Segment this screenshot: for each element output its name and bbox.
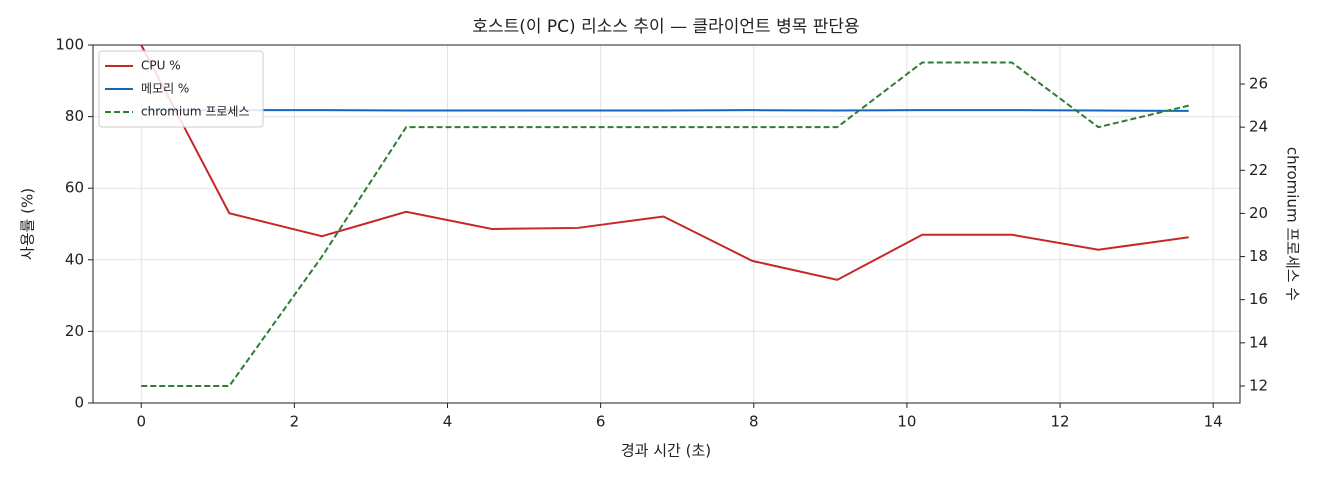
x-tick-label: 0	[136, 413, 146, 431]
legend-label: chromium 프로세스	[141, 105, 250, 119]
series-line	[141, 61, 1189, 387]
series-line	[140, 44, 1189, 281]
series-line	[141, 109, 1189, 112]
y-tick-label: 80	[65, 107, 84, 125]
y-tick-label: 20	[65, 322, 84, 340]
x-tick-label: 2	[290, 413, 300, 431]
y-tick-label: 60	[65, 179, 84, 197]
x-tick-label: 10	[897, 413, 916, 431]
x-axis-label: 경과 시간 (초)	[621, 442, 711, 460]
y-tick-label: 0	[74, 394, 84, 412]
y2-tick-label: 18	[1249, 247, 1268, 265]
y2-axis-label: chromium 프로세스 수	[1284, 147, 1302, 301]
y2-tick-label: 16	[1249, 290, 1268, 308]
y-axis-label: 사용률 (%)	[19, 188, 37, 260]
y-tick-label: 40	[65, 250, 84, 268]
legend-label: 메모리 %	[141, 82, 189, 96]
x-tick-label: 4	[443, 413, 453, 431]
y2-tick-label: 12	[1249, 376, 1268, 394]
x-tick-label: 8	[749, 413, 759, 431]
y2-tick-label: 26	[1249, 75, 1268, 93]
x-tick-label: 12	[1051, 413, 1070, 431]
plot-frame	[92, 44, 1241, 404]
y2-tick-label: 14	[1249, 333, 1268, 351]
y2-tick-label: 20	[1249, 204, 1268, 222]
legend-label: CPU %	[141, 59, 181, 73]
chart-title: 호스트(이 PC) 리소스 추이 — 클라이언트 병목 판단용	[472, 17, 859, 37]
legend-box	[98, 50, 264, 128]
y2-tick-label: 22	[1249, 161, 1268, 179]
x-tick-label: 14	[1204, 413, 1223, 431]
x-tick-label: 6	[596, 413, 606, 431]
y2-tick-label: 24	[1249, 118, 1268, 136]
y-tick-label: 100	[55, 36, 84, 54]
